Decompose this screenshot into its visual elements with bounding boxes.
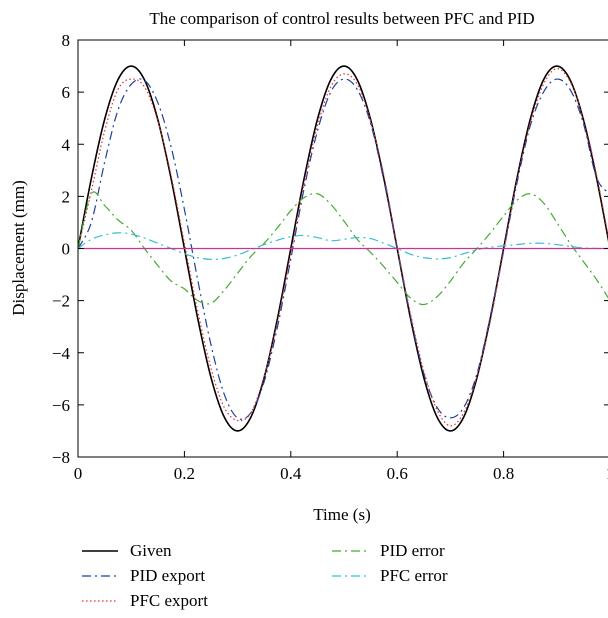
series-line-pid-export	[78, 78, 608, 420]
y-tick-label: 2	[62, 187, 71, 206]
legend-item-given: Given	[80, 540, 172, 562]
y-tick-label: 0	[62, 240, 71, 259]
y-tick-label: 8	[62, 31, 71, 50]
legend-item-pfc-error: PFC error	[330, 565, 448, 587]
legend-item-pid-export: PID export	[80, 565, 205, 587]
y-tick-label: −8	[52, 448, 70, 467]
y-tick-label: −4	[52, 344, 71, 363]
x-tick-label: 0.8	[493, 464, 514, 483]
chart-title: The comparison of control results betwee…	[149, 9, 534, 28]
x-tick-label: 0.2	[174, 464, 195, 483]
legend-item-pid-error: PID error	[330, 540, 445, 562]
legend: Given PID export PFC export PID error PFC er…	[80, 540, 580, 618]
x-tick-label: 0.6	[387, 464, 408, 483]
legend-label: PID export	[130, 566, 206, 585]
x-tick-label: 0	[74, 464, 83, 483]
x-tick-label: 1	[606, 464, 608, 483]
chart: The comparison of control results betwee…	[9, 9, 608, 524]
ticks-layer: 0 0.2 0.4 0.6 0.8 1 −8 −6 −4 −2 0 2 4 6 8	[52, 31, 608, 483]
x-axis-label: Time (s)	[313, 505, 370, 524]
plot-frame	[77, 39, 608, 458]
series-line-pfc-error	[78, 232, 608, 261]
y-tick-label: −2	[52, 292, 70, 311]
legend-swatch	[332, 550, 368, 552]
legend-swatch	[82, 550, 118, 552]
legend-swatch	[332, 575, 368, 577]
legend-label: Given	[130, 541, 172, 560]
legend-swatch	[82, 600, 118, 602]
x-tick-label: 0.4	[280, 464, 302, 483]
series-layer	[78, 65, 608, 432]
legend-label: PFC error	[380, 566, 448, 585]
y-tick-label: 4	[62, 135, 71, 154]
y-tick-label: 6	[62, 83, 71, 102]
series-line-pfc-export	[78, 68, 608, 427]
legend-label: PID error	[380, 541, 445, 560]
legend-label: PFC export	[130, 591, 208, 610]
legend-swatch	[82, 575, 118, 577]
y-tick-label: −6	[52, 396, 70, 415]
legend-item-pfc-export: PFC export	[80, 590, 208, 612]
y-axis-label: Displacement (mm)	[9, 180, 28, 316]
series-line-pid-error	[78, 191, 608, 306]
